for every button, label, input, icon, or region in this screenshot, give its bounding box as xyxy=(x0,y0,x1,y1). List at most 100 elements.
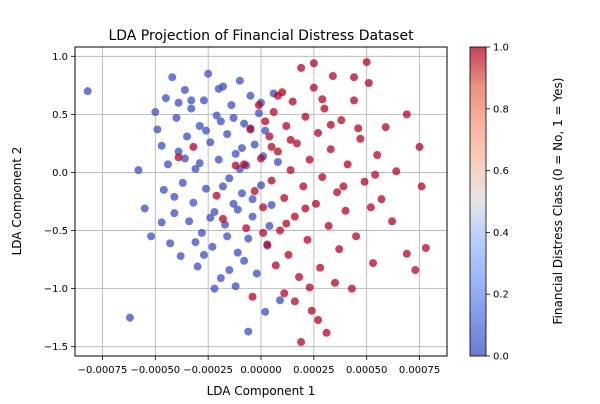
data-point-class-1 xyxy=(231,161,240,170)
data-point-class-1 xyxy=(276,226,285,235)
data-point-class-1 xyxy=(339,182,348,191)
data-point-class-1 xyxy=(343,160,352,169)
data-point-class-0 xyxy=(153,125,162,134)
data-point-class-1 xyxy=(371,170,380,179)
data-point-class-1 xyxy=(309,59,318,68)
y-tick-label: 0.5 xyxy=(52,110,68,121)
data-point-class-0 xyxy=(166,239,175,248)
data-point-class-1 xyxy=(301,204,310,213)
data-point-class-1 xyxy=(330,278,339,287)
data-point-class-0 xyxy=(231,282,240,291)
data-point-class-1 xyxy=(333,188,342,197)
data-point-class-0 xyxy=(187,104,196,113)
data-point-class-1 xyxy=(402,110,411,119)
data-point-class-0 xyxy=(208,242,217,251)
data-point-class-1 xyxy=(309,83,318,92)
data-point-class-1 xyxy=(282,219,291,228)
data-point-class-1 xyxy=(328,72,337,81)
data-point-class-0 xyxy=(229,199,238,208)
data-point-class-1 xyxy=(288,97,297,106)
data-point-class-1 xyxy=(246,125,255,134)
data-point-class-1 xyxy=(326,145,335,154)
data-point-class-0 xyxy=(214,84,223,93)
data-point-class-0 xyxy=(248,212,257,221)
data-point-class-0 xyxy=(214,155,223,164)
x-axis-label: LDA Component 1 xyxy=(207,384,316,398)
data-point-class-0 xyxy=(244,327,253,336)
data-point-class-0 xyxy=(191,238,200,247)
data-point-class-0 xyxy=(210,284,219,293)
data-point-class-0 xyxy=(180,85,189,94)
data-point-class-0 xyxy=(172,113,181,122)
data-point-class-1 xyxy=(335,245,344,254)
data-point-class-0 xyxy=(206,213,215,222)
data-point-class-1 xyxy=(337,116,346,125)
y-axis-label: LDA Component 2 xyxy=(10,147,24,256)
data-point-class-1 xyxy=(212,191,221,200)
data-point-class-0 xyxy=(180,154,189,163)
data-point-class-0 xyxy=(212,111,221,120)
colorbar-tick-label: 0.6 xyxy=(493,166,509,177)
data-point-class-1 xyxy=(314,128,323,137)
data-point-class-1 xyxy=(341,206,350,215)
data-point-class-1 xyxy=(377,195,386,204)
data-point-class-1 xyxy=(350,73,358,82)
y-tick-label: −1.0 xyxy=(44,284,68,295)
y-axis-ticks: 1.0 0.5 0.0 −0.5 −1.0 −1.5 xyxy=(44,52,75,353)
data-point-class-0 xyxy=(164,160,172,169)
data-point-class-1 xyxy=(307,306,316,315)
data-point-class-1 xyxy=(261,117,270,126)
data-point-class-0 xyxy=(187,96,196,105)
data-point-class-0 xyxy=(189,198,198,207)
data-point-class-1 xyxy=(318,173,327,182)
data-point-class-0 xyxy=(252,269,261,278)
x-tick-label: −0.00075 xyxy=(78,365,128,376)
grid-lines xyxy=(75,47,447,356)
data-point-class-1 xyxy=(318,95,327,104)
data-point-class-1 xyxy=(174,153,183,162)
data-point-class-1 xyxy=(240,160,249,169)
data-point-class-1 xyxy=(269,108,278,117)
data-point-class-1 xyxy=(290,297,299,306)
data-point-class-0 xyxy=(231,149,240,158)
colorbar-tick-label: 0.2 xyxy=(493,290,509,301)
data-point-class-0 xyxy=(225,266,234,275)
data-point-class-1 xyxy=(265,132,274,141)
data-point-class-1 xyxy=(411,266,420,275)
data-point-class-1 xyxy=(360,177,369,186)
data-point-class-0 xyxy=(254,109,263,118)
data-point-class-0 xyxy=(183,132,192,141)
data-point-class-0 xyxy=(257,181,265,190)
data-point-class-0 xyxy=(223,232,232,241)
data-point-class-0 xyxy=(185,217,194,226)
data-point-class-1 xyxy=(257,154,265,163)
data-point-class-0 xyxy=(206,138,215,147)
data-point-class-1 xyxy=(311,199,320,208)
data-point-class-0 xyxy=(202,184,211,193)
data-point-class-0 xyxy=(197,228,206,237)
colorbar-label: Financial Distress Class (0 = No, 1 = Ye… xyxy=(551,78,565,325)
data-point-class-0 xyxy=(248,195,257,204)
data-point-class-1 xyxy=(352,232,361,241)
data-point-class-0 xyxy=(199,96,208,105)
data-point-class-0 xyxy=(83,87,92,96)
data-point-class-1 xyxy=(286,166,295,175)
data-point-class-1 xyxy=(299,182,308,191)
data-point-class-0 xyxy=(233,248,242,257)
y-tick-label: 1.0 xyxy=(52,52,68,63)
data-point-class-1 xyxy=(248,292,257,301)
data-point-class-0 xyxy=(227,101,236,110)
data-point-class-1 xyxy=(290,212,299,221)
data-point-class-1 xyxy=(305,155,314,164)
data-point-class-1 xyxy=(305,283,314,292)
data-point-class-1 xyxy=(297,338,306,347)
data-point-class-0 xyxy=(261,307,270,316)
data-point-class-1 xyxy=(415,142,424,151)
y-tick-label: −1.5 xyxy=(44,342,68,353)
data-point-class-1 xyxy=(347,284,356,293)
x-tick-label: 0.00075 xyxy=(399,365,440,376)
data-point-class-0 xyxy=(140,204,149,213)
data-point-class-1 xyxy=(303,235,312,244)
